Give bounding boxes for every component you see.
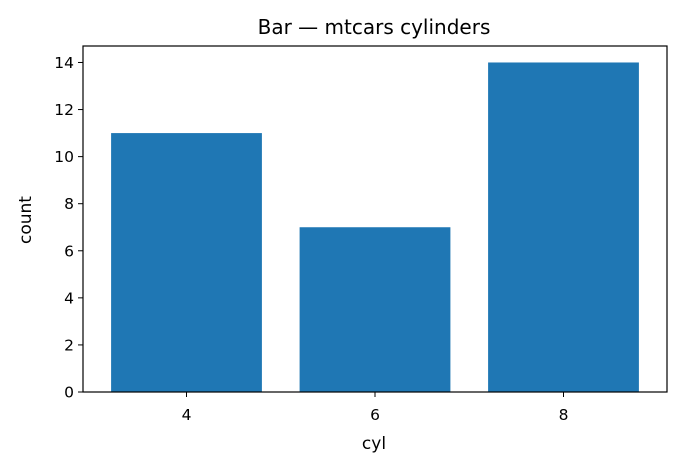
y-tick-label: 10 <box>54 148 74 166</box>
x-axis-label: cyl <box>362 434 386 454</box>
bar-6 <box>299 227 451 392</box>
x-tick-label: 8 <box>559 406 569 424</box>
y-tick-label: 4 <box>64 289 74 307</box>
y-axis-ticks: 0 2 4 6 8 10 12 14 <box>54 54 83 402</box>
y-tick-label: 2 <box>64 336 74 354</box>
x-tick-label: 6 <box>370 406 380 424</box>
chart-title: Bar — mtcars cylinders <box>258 15 491 39</box>
plot-frame <box>82 45 668 393</box>
x-tick-label: 4 <box>182 406 192 424</box>
y-tick-label: 6 <box>64 242 74 260</box>
y-axis-label: count <box>16 196 36 244</box>
x-axis-ticks: 4 6 8 <box>182 392 569 424</box>
y-tick-label: 8 <box>64 195 74 213</box>
bar-8 <box>488 62 639 392</box>
y-tick-label: 12 <box>54 101 74 119</box>
bars-group <box>111 62 639 392</box>
y-tick-label: 14 <box>54 54 74 72</box>
y-tick-label: 0 <box>64 384 74 402</box>
bar-4 <box>111 133 262 392</box>
